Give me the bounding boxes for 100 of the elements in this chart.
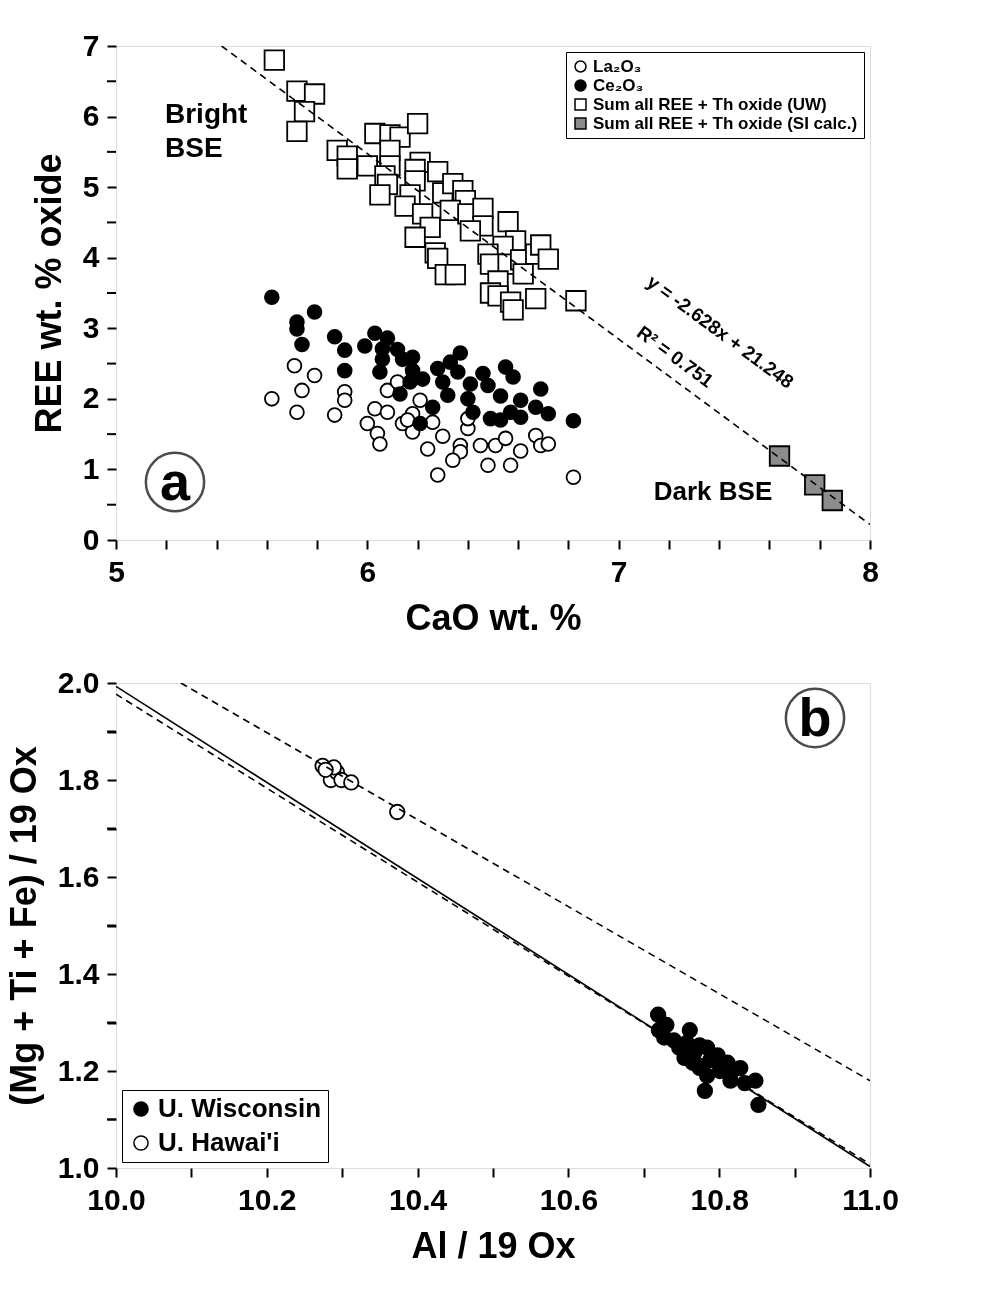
point bbox=[412, 392, 428, 409]
point bbox=[392, 386, 408, 402]
point bbox=[450, 364, 466, 380]
point bbox=[497, 211, 519, 233]
point bbox=[294, 336, 310, 353]
legend-label: Sum all REE + Th oxide (UW) bbox=[593, 94, 827, 114]
x-tick-label: 10.6 bbox=[539, 1182, 599, 1216]
point bbox=[372, 436, 388, 452]
x-tick-label: 10.2 bbox=[238, 1182, 297, 1216]
point bbox=[698, 1067, 716, 1084]
x-tick-label: 8 bbox=[862, 554, 879, 588]
annotation: Bright BSE bbox=[165, 98, 248, 163]
point bbox=[367, 325, 383, 341]
point bbox=[317, 761, 334, 778]
point bbox=[356, 155, 378, 177]
point bbox=[336, 362, 353, 379]
point bbox=[497, 430, 514, 447]
point bbox=[532, 381, 549, 397]
point bbox=[537, 248, 559, 270]
point bbox=[696, 1082, 714, 1100]
point bbox=[264, 289, 280, 306]
point bbox=[404, 226, 426, 248]
y-tick-label: 7 bbox=[82, 28, 100, 62]
y-tick-label: 4 bbox=[82, 240, 100, 274]
point bbox=[821, 489, 843, 512]
point bbox=[372, 364, 388, 380]
point bbox=[459, 220, 482, 242]
y-tick-label: 0 bbox=[82, 522, 100, 556]
point bbox=[429, 467, 446, 483]
point bbox=[540, 405, 557, 422]
point bbox=[472, 437, 489, 454]
point bbox=[336, 392, 353, 409]
point bbox=[502, 457, 519, 473]
point bbox=[492, 388, 509, 404]
y-tick-label: 6 bbox=[82, 99, 100, 133]
x-tick-label: 11.0 bbox=[842, 1182, 899, 1216]
point bbox=[414, 371, 431, 387]
y-axis-title: (Mg + Ti + Fe) / 19 Ox bbox=[2, 746, 44, 1106]
point bbox=[293, 100, 316, 123]
point bbox=[357, 338, 373, 354]
point bbox=[402, 374, 418, 390]
point bbox=[367, 400, 383, 417]
point bbox=[444, 264, 466, 286]
point bbox=[419, 441, 436, 457]
y-tick-label: 1 bbox=[82, 451, 100, 485]
point bbox=[326, 328, 343, 345]
point bbox=[434, 374, 451, 390]
point bbox=[747, 1072, 764, 1089]
point bbox=[475, 365, 491, 382]
point bbox=[289, 404, 305, 421]
point bbox=[263, 49, 285, 71]
y-tick-label: 1.6 bbox=[57, 859, 100, 893]
legend-label: U. Hawai'i bbox=[158, 1127, 280, 1157]
point bbox=[480, 377, 496, 394]
point bbox=[439, 387, 456, 404]
point bbox=[306, 304, 323, 320]
point bbox=[399, 412, 416, 428]
point bbox=[512, 443, 529, 459]
point bbox=[452, 345, 469, 361]
legend-label: Ce₂O₃ bbox=[593, 75, 644, 95]
point bbox=[565, 469, 582, 485]
point bbox=[565, 290, 587, 312]
x-axis-title: CaO wt. % bbox=[405, 596, 582, 638]
point bbox=[804, 474, 826, 496]
x-tick-label: 6 bbox=[359, 554, 377, 588]
point bbox=[343, 774, 360, 791]
point bbox=[750, 1096, 767, 1114]
y-tick-label: 2 bbox=[82, 381, 100, 415]
y-tick-label: 3 bbox=[82, 310, 100, 344]
point bbox=[527, 399, 544, 416]
legend-label: U. Wisconsin bbox=[158, 1093, 322, 1123]
point bbox=[444, 452, 461, 469]
legend-label: Sum all REE + Th oxide (SI calc.) bbox=[593, 113, 858, 133]
y-tick-label: 1.4 bbox=[57, 956, 100, 990]
point bbox=[424, 399, 441, 416]
point bbox=[505, 369, 521, 385]
x-tick-label: 7 bbox=[610, 554, 628, 588]
point bbox=[303, 83, 326, 105]
annotation: Dark BSE bbox=[653, 476, 773, 506]
x-tick-label: 10.8 bbox=[690, 1182, 749, 1216]
point bbox=[540, 436, 557, 452]
point bbox=[389, 803, 406, 821]
point bbox=[404, 349, 421, 365]
point bbox=[429, 360, 446, 377]
point bbox=[480, 457, 496, 473]
point bbox=[460, 391, 476, 407]
x-tick-label: 5 bbox=[108, 554, 125, 588]
point bbox=[525, 288, 547, 310]
annotation: b bbox=[798, 687, 832, 747]
point bbox=[512, 409, 529, 425]
point bbox=[264, 391, 280, 407]
point bbox=[406, 112, 429, 135]
y-axis-title: REE wt. % oxide bbox=[27, 153, 69, 434]
point bbox=[286, 357, 303, 374]
point bbox=[512, 263, 534, 285]
point bbox=[294, 382, 310, 399]
point bbox=[512, 392, 529, 409]
point bbox=[492, 412, 509, 428]
point bbox=[336, 342, 353, 358]
annotation: a bbox=[159, 451, 191, 511]
